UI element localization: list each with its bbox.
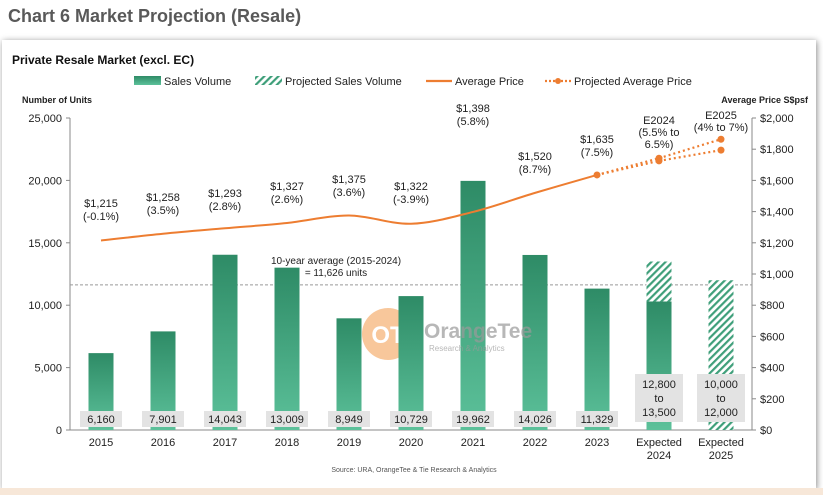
y-right-tick-label: $1,600 — [760, 175, 794, 187]
volume-label-bg — [328, 411, 370, 427]
bar-sales-volume — [584, 288, 610, 430]
y-right-tick-label: $1,000 — [760, 269, 794, 281]
y-right-tick-label: $1,200 — [760, 238, 794, 250]
projected-price-line — [658, 149, 722, 162]
legend-swatch-sales-volume — [134, 76, 161, 85]
y-right-tick-label: $1,800 — [760, 144, 794, 156]
projected-price-marker — [655, 154, 663, 162]
volume-label: 19,962 — [456, 414, 490, 426]
chart-panel: Private Resale Market (excl. EC) Sales V… — [2, 40, 816, 489]
y-axis-left-title: Number of Units — [22, 95, 92, 105]
y-axis-right-title: Average Price S$psf — [721, 95, 809, 105]
price-label: $1,635 (7.5%) — [580, 134, 614, 159]
volume-label-bg — [697, 374, 745, 422]
legend-average-price: Average Price — [455, 76, 524, 88]
legend-sales-volume: Sales Volume — [164, 76, 231, 88]
legend-marker-projected-price — [555, 78, 561, 84]
volume-label-bg — [452, 411, 494, 427]
y-right-tick-label: $200 — [760, 394, 784, 406]
legend-projected-average-price: Projected Average Price — [574, 76, 692, 88]
projected-price-label: E2024 (5.5% to 6.5%) — [639, 115, 680, 151]
legend: Sales Volume Projected Sales Volume Aver… — [134, 76, 692, 88]
volume-label: 10,000 to 12,000 — [704, 379, 738, 419]
price-marker — [593, 171, 601, 179]
bar-projected-sales-volume — [646, 261, 672, 302]
x-tick-label: 2020 — [399, 437, 423, 449]
volume-label-bg — [514, 411, 556, 427]
price-label: $1,258 (3.5%) — [146, 192, 180, 217]
watermark-subtitle: Research & Analytics — [429, 344, 505, 353]
x-tick-label: 2018 — [275, 437, 299, 449]
y-left-tick-label: 20,000 — [28, 175, 62, 187]
x-tick-label: 2023 — [585, 437, 609, 449]
bar-sales-volume — [274, 267, 300, 430]
source-note: Source: URA, OrangeTee & Tie Research & … — [331, 467, 497, 474]
chart-heading: Chart 6 Market Projection (Resale) — [8, 6, 302, 26]
volume-label: 13,009 — [270, 414, 304, 426]
y-right-tick-label: $2,000 — [760, 113, 794, 125]
x-tick-label: 2017 — [213, 437, 237, 449]
price-label: $1,375 (3.6%) — [332, 174, 366, 199]
bar-sales-volume — [460, 180, 486, 430]
price-label: $1,520 (8.7%) — [518, 151, 552, 176]
price-label: $1,322 (-3.9%) — [393, 181, 429, 206]
volume-label-bg — [635, 374, 683, 422]
chart-svg: Sales Volume Projected Sales Volume Aver… — [22, 76, 809, 474]
volume-label: 10,729 — [394, 414, 428, 426]
projected-price-marker — [717, 146, 725, 154]
y-left-tick-label: 15,000 — [28, 238, 62, 250]
y-left-tick-label: 0 — [56, 425, 62, 437]
legend-projected-sales-volume: Projected Sales Volume — [285, 76, 402, 88]
x-tick-label: Expected 2025 — [698, 437, 744, 462]
y-right-tick-label: $0 — [760, 425, 772, 437]
x-tick-label: 2016 — [151, 437, 175, 449]
legend-swatch-projected-sales — [255, 76, 282, 85]
price-label: $1,327 (2.6%) — [270, 181, 304, 206]
bar-sales-volume — [212, 254, 238, 430]
price-label: $1,398 (5.8%) — [456, 103, 490, 128]
volume-label: 6,160 — [87, 414, 115, 426]
chart-title: Private Resale Market (excl. EC) — [12, 53, 195, 67]
projected-price-line — [596, 157, 660, 177]
volume-label: 14,043 — [208, 414, 242, 426]
volume-label: 8,949 — [335, 414, 363, 426]
x-tick-label: 2015 — [89, 437, 113, 449]
average-price-line — [100, 173, 598, 242]
bar-sales-volume — [398, 296, 424, 430]
volume-label: 14,026 — [518, 414, 552, 426]
volume-label-bg — [576, 411, 618, 427]
projected-price-label: E2025 (4% to 7%) — [694, 110, 748, 134]
y-right-tick-label: $1,400 — [760, 207, 794, 219]
volume-label: 7,901 — [149, 414, 177, 426]
plot-area: 0 5,000 10,000 15,000 20,000 25,000 $0 $200 $400… — [28, 103, 793, 474]
volume-label: 11,329 — [581, 414, 614, 426]
page-bottom-band — [0, 488, 823, 495]
x-tick-label: 2022 — [523, 437, 547, 449]
volume-label-bg — [142, 411, 184, 427]
bar-sales-volume — [522, 254, 548, 430]
y-right-tick-label: $400 — [760, 363, 784, 375]
projected-price-line — [596, 159, 660, 177]
volume-label: 12,800 to 13,500 — [642, 379, 676, 419]
x-tick-label: Expected 2024 — [636, 437, 682, 462]
y-right-tick-label: $600 — [760, 331, 784, 343]
x-tick-label: 2019 — [337, 437, 361, 449]
y-left-tick-label: 5,000 — [34, 363, 62, 375]
price-label: $1,293 (2.8%) — [208, 188, 242, 213]
volume-label-bg — [80, 411, 122, 427]
projected-price-line — [658, 138, 722, 160]
volume-label-bg — [266, 411, 308, 427]
projected-price-marker — [717, 135, 725, 143]
y-left-tick-label: 10,000 — [28, 300, 62, 312]
price-label: $1,215 (-0.1%) — [83, 198, 119, 223]
volume-label-bg — [204, 411, 246, 427]
y-left-tick-label: 25,000 — [28, 113, 62, 125]
average-reference-label: 10-year average (2015-2024) = 11,626 unit… — [271, 256, 401, 279]
x-tick-label: 2021 — [461, 437, 485, 449]
y-right-tick-label: $800 — [760, 300, 784, 312]
volume-label-bg — [390, 411, 432, 427]
watermark-name: OrangeTee — [424, 320, 532, 343]
